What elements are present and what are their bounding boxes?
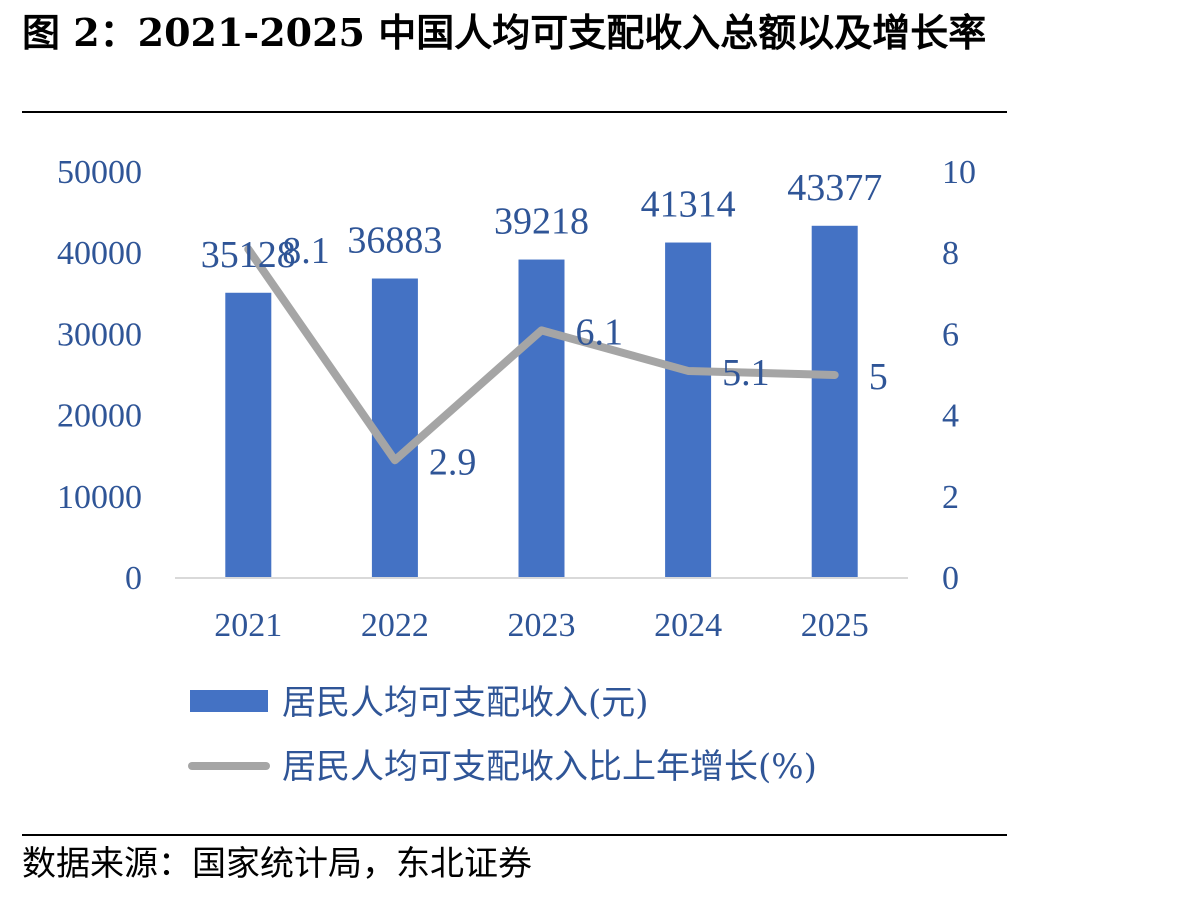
bar bbox=[665, 242, 712, 578]
y2-tick-label: 10 bbox=[942, 154, 976, 191]
bar bbox=[371, 278, 418, 578]
y2-tick-label: 6 bbox=[942, 316, 959, 353]
line-data-label: 2.9 bbox=[429, 441, 477, 483]
bar-data-label: 39218 bbox=[494, 201, 589, 243]
bar-data-label: 41314 bbox=[641, 184, 736, 226]
chart-title: 图 2：2021-2025 中国人均可支配收入总额以及增长率 bbox=[22, 10, 987, 55]
line-data-label: 8.1 bbox=[282, 230, 330, 272]
bar bbox=[811, 225, 858, 579]
y-tick-label: 10000 bbox=[57, 479, 142, 516]
bar bbox=[518, 259, 565, 578]
y2-tick-label: 4 bbox=[942, 398, 959, 435]
bar-data-label: 36883 bbox=[347, 220, 442, 262]
legend-line-label: 居民人均可支配收入比上年增长(%) bbox=[282, 747, 817, 787]
y2-tick-label: 8 bbox=[942, 235, 959, 272]
y2-tick-label: 2 bbox=[942, 479, 959, 516]
x-tick-label: 2025 bbox=[801, 607, 869, 644]
y-tick-label: 0 bbox=[125, 560, 142, 597]
bar bbox=[225, 292, 272, 578]
title-rule bbox=[22, 111, 1007, 113]
x-tick-label: 2022 bbox=[361, 607, 429, 644]
source-note: 数据来源：国家统计局，东北证券 bbox=[22, 844, 532, 884]
bar-data-label: 43377 bbox=[787, 167, 882, 209]
bar-data-label: 35128 bbox=[201, 234, 296, 276]
x-tick-label: 2023 bbox=[508, 607, 576, 644]
line-data-label: 6.1 bbox=[576, 311, 624, 353]
y-tick-label: 50000 bbox=[57, 154, 142, 191]
x-tick-label: 2021 bbox=[214, 607, 282, 644]
y-tick-label: 20000 bbox=[57, 398, 142, 435]
legend-bar-swatch bbox=[190, 690, 268, 712]
legend-bar-label: 居民人均可支配收入(元) bbox=[282, 683, 649, 723]
line-data-label: 5.1 bbox=[722, 352, 770, 394]
y-tick-label: 30000 bbox=[57, 316, 142, 353]
y2-tick-label: 0 bbox=[942, 560, 959, 597]
y-tick-label: 40000 bbox=[57, 235, 142, 272]
growth-line bbox=[244, 245, 839, 465]
source-rule bbox=[22, 834, 1007, 836]
x-tick-label: 2024 bbox=[654, 607, 722, 644]
line-data-label: 5 bbox=[869, 356, 888, 398]
